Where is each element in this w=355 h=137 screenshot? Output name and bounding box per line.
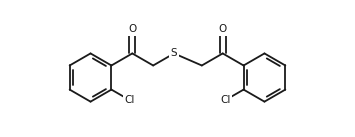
Text: Cl: Cl <box>125 95 135 105</box>
Text: O: O <box>128 24 136 34</box>
Text: Cl: Cl <box>220 95 230 105</box>
Text: S: S <box>171 48 178 58</box>
Text: O: O <box>219 24 227 34</box>
